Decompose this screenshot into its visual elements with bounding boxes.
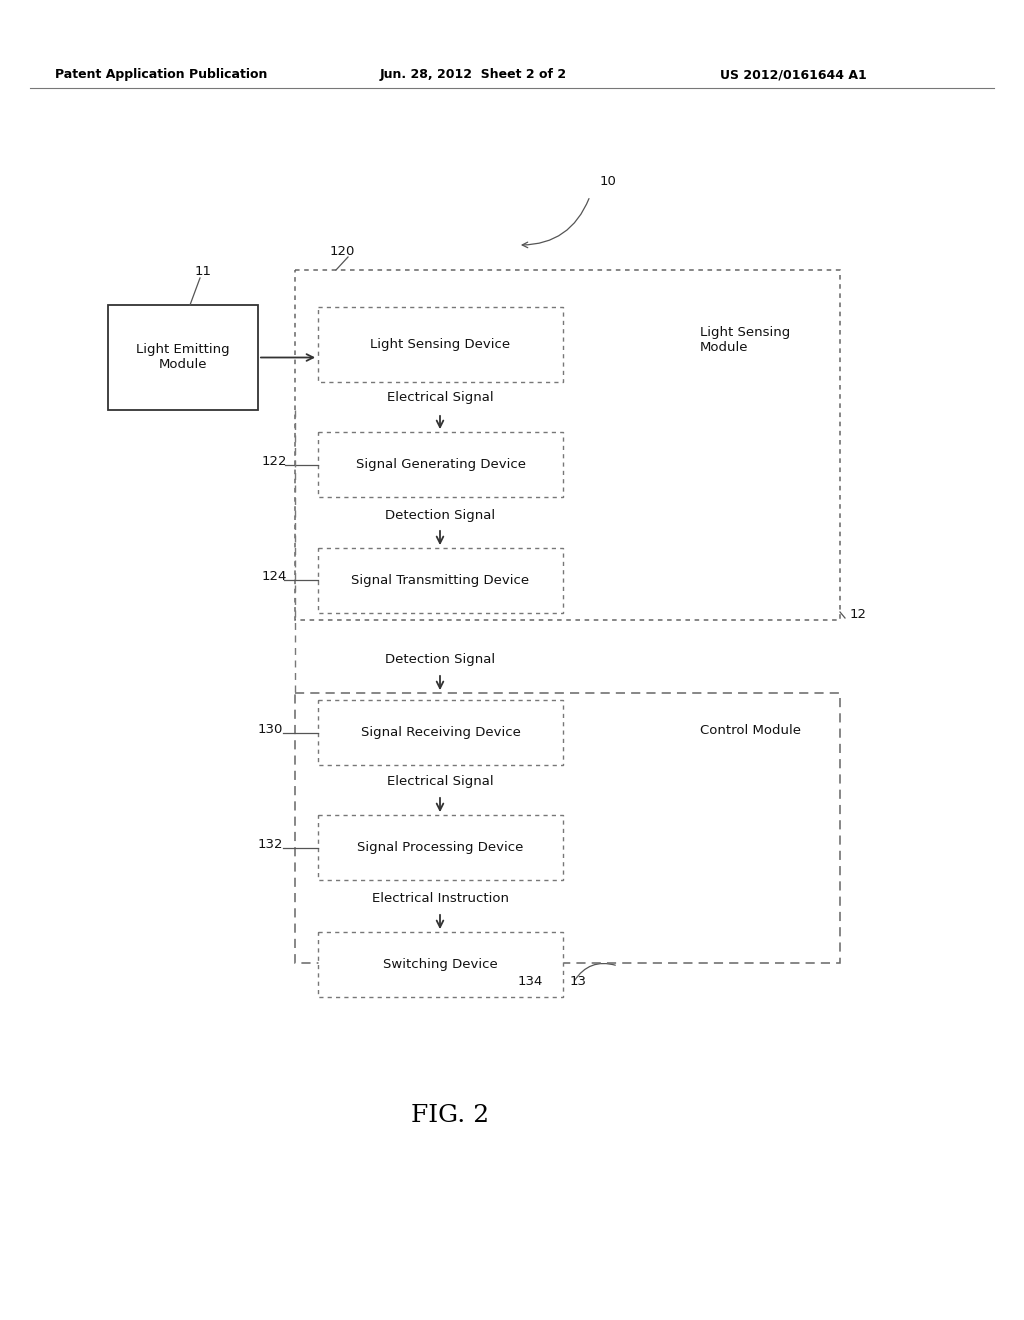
Text: 12: 12: [850, 609, 867, 620]
Text: 134: 134: [518, 975, 544, 987]
Text: 10: 10: [600, 176, 616, 187]
Text: Detection Signal: Detection Signal: [385, 653, 495, 667]
Bar: [318, 932, 563, 997]
Text: US 2012/0161644 A1: US 2012/0161644 A1: [720, 69, 866, 81]
Bar: [295, 693, 840, 964]
Text: Electrical Instruction: Electrical Instruction: [372, 891, 509, 904]
Bar: [318, 308, 563, 381]
Text: Electrical Signal: Electrical Signal: [387, 776, 494, 788]
FancyArrowPatch shape: [522, 198, 589, 248]
Text: Light Sensing
Module: Light Sensing Module: [700, 326, 791, 354]
Text: Jun. 28, 2012  Sheet 2 of 2: Jun. 28, 2012 Sheet 2 of 2: [380, 69, 567, 81]
Bar: [318, 548, 563, 612]
Text: Switching Device: Switching Device: [383, 958, 498, 972]
Text: Patent Application Publication: Patent Application Publication: [55, 69, 267, 81]
Text: 11: 11: [195, 265, 212, 279]
Bar: [108, 305, 258, 411]
Text: Signal Processing Device: Signal Processing Device: [357, 841, 523, 854]
Text: Light Sensing Device: Light Sensing Device: [371, 338, 511, 351]
Bar: [318, 814, 563, 880]
Bar: [318, 700, 563, 766]
Bar: [295, 271, 840, 620]
Text: Light Emitting
Module: Light Emitting Module: [136, 343, 229, 371]
Text: 132: 132: [258, 838, 284, 851]
Text: 130: 130: [258, 723, 284, 737]
Text: 120: 120: [330, 246, 355, 257]
Text: 13: 13: [570, 975, 587, 987]
Text: 122: 122: [262, 455, 288, 469]
FancyArrowPatch shape: [482, 964, 522, 981]
Text: Signal Transmitting Device: Signal Transmitting Device: [351, 574, 529, 587]
Text: FIG. 2: FIG. 2: [411, 1104, 489, 1126]
Text: Control Module: Control Module: [700, 723, 801, 737]
Bar: [318, 432, 563, 498]
Text: Signal Receiving Device: Signal Receiving Device: [360, 726, 520, 739]
Text: Signal Generating Device: Signal Generating Device: [355, 458, 525, 471]
Text: Detection Signal: Detection Signal: [385, 508, 495, 521]
Text: Electrical Signal: Electrical Signal: [387, 392, 494, 404]
FancyArrowPatch shape: [574, 964, 615, 981]
Text: 124: 124: [262, 570, 288, 583]
